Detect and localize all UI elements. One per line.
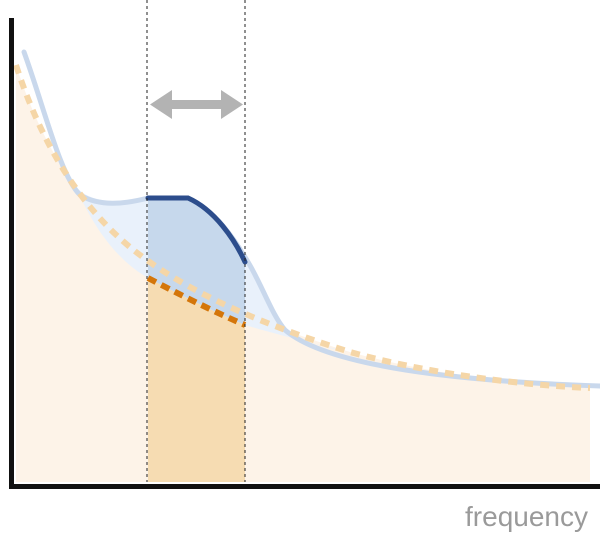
highlight-line xyxy=(145,195,248,265)
baseline-dotted-highlight xyxy=(146,275,247,328)
baseline-area xyxy=(16,65,590,482)
highlight-region xyxy=(148,198,245,325)
baseline-dotted-curve xyxy=(13,64,591,391)
selected-band-area xyxy=(148,278,245,482)
x-axis-label: frequency xyxy=(465,501,588,532)
double-arrow-icon xyxy=(150,90,243,119)
x-axis xyxy=(9,484,600,489)
y-axis xyxy=(9,18,14,489)
